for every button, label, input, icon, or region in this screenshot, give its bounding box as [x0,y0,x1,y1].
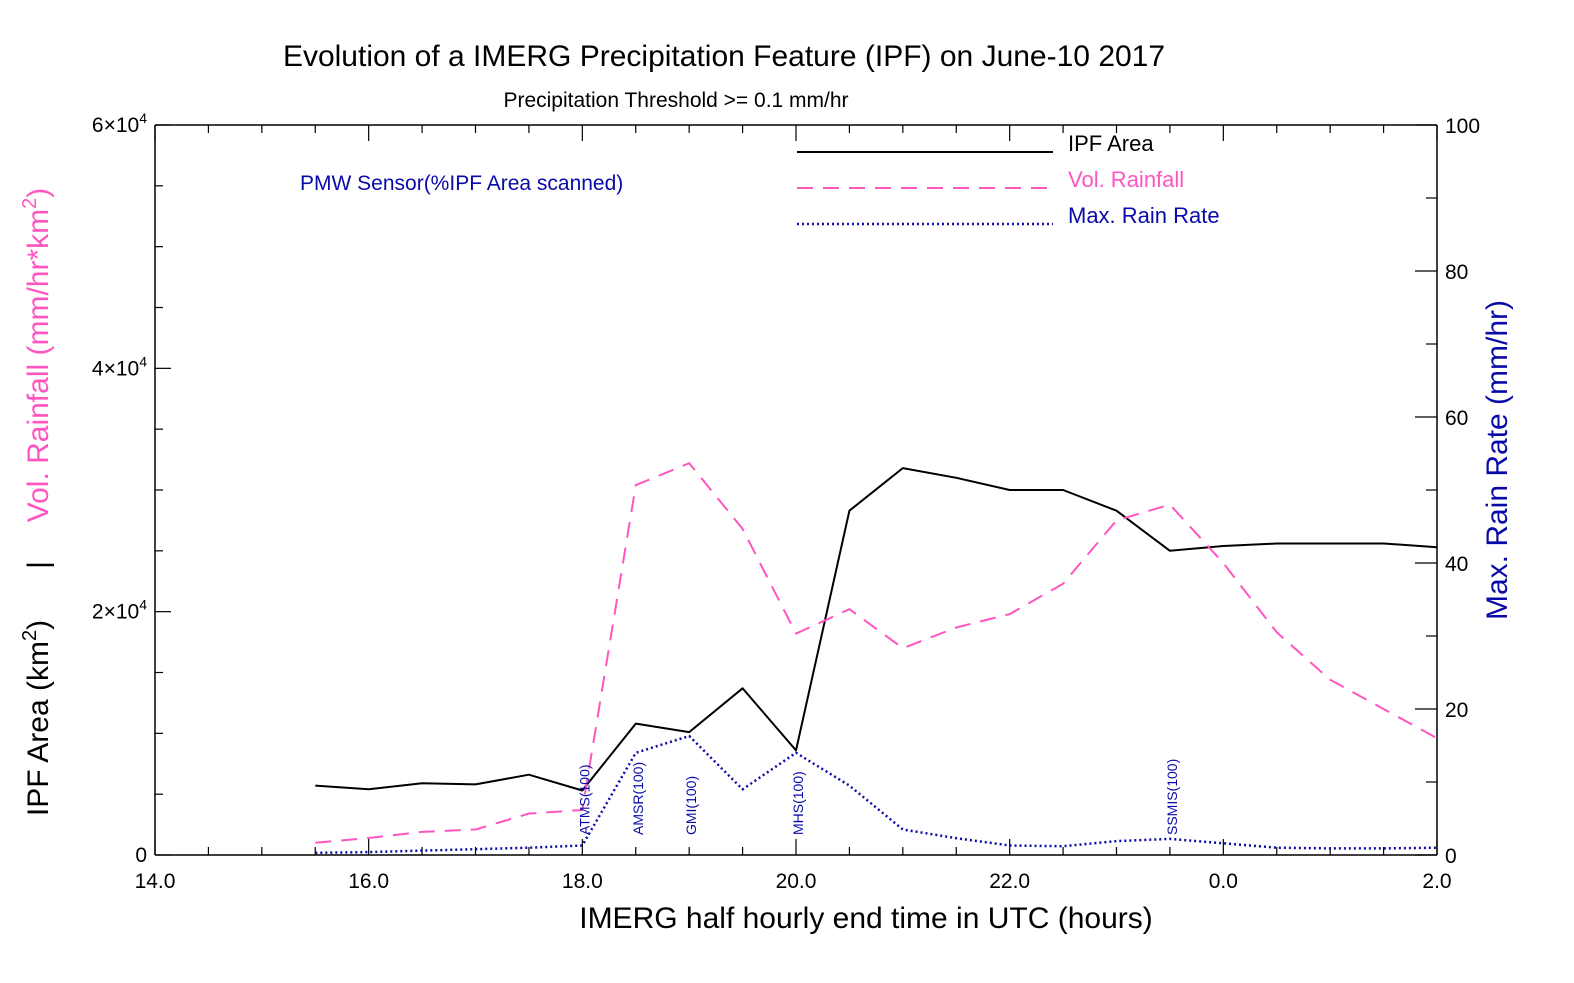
x-tick-label: 18.0 [562,870,603,893]
chart-title: Evolution of a IMERG Precipitation Featu… [283,40,1165,73]
right-axis-label: Max. Rain Rate (mm/hr) [1481,300,1514,620]
left-tick-label: 6×104 [92,110,147,137]
right-tick-label: 60 [1445,407,1468,430]
left-axis-labels: Vol. Rainfall (mm/hr*km2) | IPF Area (km2) [19,188,55,816]
series-line-1 [315,462,1438,844]
x-axis: 14.0 16.0 18.0 20.0 22.0 0.0 2.0 [135,125,1452,893]
x-tick-label: 20.0 [776,870,817,893]
left-tick-label: 0 [135,844,147,867]
sensor-annotations: ATMS(100) AMSR(100) GMI(100) MHS(100) SSMIS(… [576,759,1180,835]
right-tick-label: 20 [1445,699,1468,722]
chart-subtitle: Precipitation Threshold >= 0.1 mm/hr [503,89,848,112]
plot-frame [154,124,1438,856]
right-tick-label: 40 [1445,553,1468,576]
left-axis-label-vol-rainfall: Vol. Rainfall (mm/hr*km2) [19,188,55,523]
sensor-annotation: MHS(100) [790,771,806,835]
left-axis-label-separator: | [22,561,55,569]
legend-label: Vol. Rainfall [1068,167,1184,192]
left-tick-label: 2×104 [92,597,147,624]
legend-label: Max. Rain Rate [1068,203,1220,228]
legend-label: IPF Area [1068,131,1154,156]
sensor-annotation: ATMS(100) [576,764,592,835]
x-tick-label: 2.0 [1422,870,1451,893]
legend: IPF Area Vol. Rainfall Max. Rain Rate [797,131,1220,228]
sensor-annotation: SSMIS(100) [1164,759,1180,835]
right-tick-label: 80 [1445,261,1468,284]
pmw-sensor-header: PMW Sensor(%IPF Area scanned) [300,172,623,195]
sensor-annotation: AMSR(100) [630,762,646,835]
x-tick-label: 14.0 [135,870,176,893]
series-line-2 [315,734,1438,855]
series-layer [315,462,1438,855]
sensor-annotation: GMI(100) [683,776,699,835]
x-axis-label: IMERG half hourly end time in UTC (hours… [579,902,1153,935]
right-tick-label: 100 [1445,115,1480,138]
left-axis-label-ipf-area: IPF Area (km2) [19,620,55,816]
left-tick-label: 4×104 [92,353,147,380]
left-y-axis: 0 2×104 4×104 6×104 [92,110,171,867]
right-tick-label: 0 [1445,845,1457,868]
right-y-axis: 0 20 40 60 80 100 [1415,115,1480,868]
x-tick-label: 22.0 [989,870,1030,893]
x-tick-label: 16.0 [348,870,389,893]
x-tick-label: 0.0 [1209,870,1238,893]
series-line-0 [315,467,1438,792]
